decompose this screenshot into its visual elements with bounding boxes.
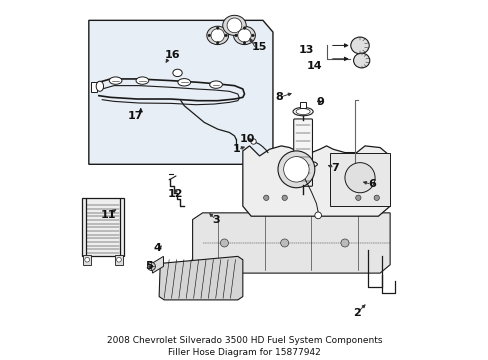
Circle shape: [263, 195, 268, 201]
Circle shape: [224, 34, 227, 37]
Text: 12: 12: [168, 189, 183, 199]
Polygon shape: [192, 213, 389, 273]
Circle shape: [234, 34, 237, 37]
FancyBboxPatch shape: [115, 255, 122, 265]
Circle shape: [226, 18, 242, 33]
Circle shape: [250, 139, 256, 144]
FancyBboxPatch shape: [91, 82, 96, 92]
Circle shape: [280, 239, 288, 247]
Ellipse shape: [209, 81, 222, 88]
FancyBboxPatch shape: [299, 102, 306, 108]
Circle shape: [220, 239, 228, 247]
Circle shape: [243, 27, 245, 30]
Circle shape: [373, 195, 379, 201]
Text: 11: 11: [101, 210, 117, 220]
Ellipse shape: [109, 77, 122, 84]
Circle shape: [344, 163, 374, 193]
Circle shape: [355, 195, 360, 201]
Ellipse shape: [96, 81, 103, 91]
Circle shape: [216, 27, 219, 30]
Ellipse shape: [292, 107, 312, 116]
Circle shape: [147, 262, 155, 270]
Circle shape: [251, 34, 254, 37]
Text: 5: 5: [145, 261, 153, 271]
Text: 17: 17: [128, 111, 143, 121]
Text: 9: 9: [315, 97, 323, 107]
Circle shape: [243, 41, 245, 44]
Circle shape: [283, 157, 308, 182]
Ellipse shape: [295, 109, 309, 114]
Ellipse shape: [206, 26, 228, 45]
Ellipse shape: [172, 69, 182, 77]
Text: 13: 13: [298, 45, 313, 55]
Text: 8: 8: [275, 93, 283, 102]
Ellipse shape: [350, 37, 368, 54]
Text: 15: 15: [251, 42, 267, 52]
FancyBboxPatch shape: [83, 255, 91, 265]
Polygon shape: [152, 256, 163, 273]
Ellipse shape: [222, 15, 245, 35]
Circle shape: [211, 29, 224, 42]
Ellipse shape: [178, 78, 190, 86]
Circle shape: [207, 34, 210, 37]
Polygon shape: [159, 256, 243, 300]
Circle shape: [84, 257, 89, 262]
Text: 3: 3: [212, 215, 220, 225]
FancyBboxPatch shape: [293, 119, 312, 186]
Polygon shape: [89, 21, 272, 164]
Circle shape: [340, 239, 348, 247]
Text: 2: 2: [352, 308, 360, 318]
FancyBboxPatch shape: [82, 198, 124, 256]
Circle shape: [116, 257, 121, 262]
Ellipse shape: [136, 77, 148, 84]
Text: 2008 Chevrolet Silverado 3500 HD Fuel System Components
Filler Hose Diagram for : 2008 Chevrolet Silverado 3500 HD Fuel Sy…: [106, 336, 382, 357]
Circle shape: [314, 212, 321, 219]
Ellipse shape: [353, 53, 369, 68]
Text: 16: 16: [164, 50, 180, 60]
Text: 10: 10: [240, 134, 255, 144]
Text: 14: 14: [306, 60, 322, 71]
Polygon shape: [329, 153, 389, 206]
Text: 4: 4: [153, 243, 161, 253]
Circle shape: [216, 41, 219, 44]
Circle shape: [277, 151, 314, 188]
Ellipse shape: [295, 161, 317, 168]
Text: 7: 7: [330, 163, 338, 173]
Polygon shape: [243, 146, 389, 216]
Text: 6: 6: [367, 179, 375, 189]
Text: 1: 1: [232, 144, 240, 154]
Ellipse shape: [233, 26, 255, 45]
Circle shape: [237, 29, 251, 42]
Circle shape: [282, 195, 287, 201]
